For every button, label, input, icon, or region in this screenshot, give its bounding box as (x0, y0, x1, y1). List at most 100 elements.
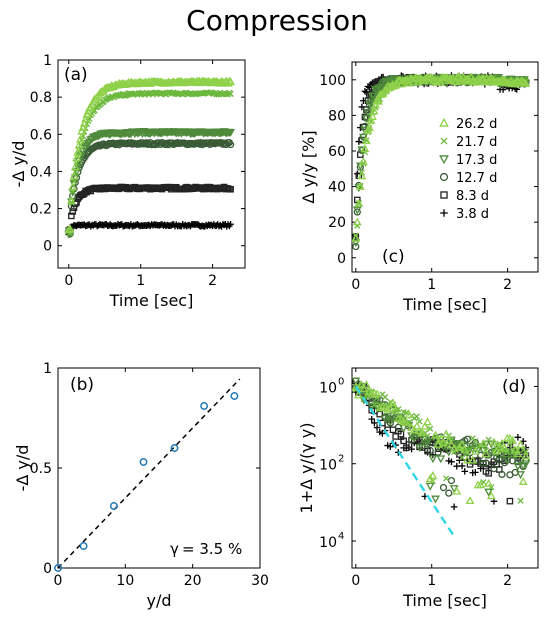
data-point (66, 198, 76, 207)
figure-title: Compression (186, 4, 368, 37)
y-tick-label: 0.4 (30, 164, 52, 180)
data-point (491, 77, 500, 86)
panel-b-frame (57, 367, 261, 569)
data-point (385, 417, 395, 426)
data-point (373, 424, 381, 431)
data-point (65, 224, 75, 233)
data-point (54, 564, 62, 572)
data-point (366, 99, 376, 108)
data-point (436, 455, 446, 464)
gamma-annotation: = 3.5 % (182, 540, 242, 558)
data-point (466, 446, 474, 453)
y-tick-label: 1 (43, 53, 52, 69)
data-point (352, 206, 362, 215)
data-point (200, 402, 209, 410)
data-point (516, 76, 526, 85)
x-tick-label: 2 (503, 573, 512, 589)
data-point (69, 171, 79, 180)
data-point (361, 87, 369, 95)
data-point (74, 140, 84, 149)
y-tick-label: 10 (319, 380, 337, 396)
data-point (447, 476, 456, 485)
data-point (406, 73, 415, 82)
data-point (461, 468, 469, 475)
data-point (506, 497, 514, 505)
data-point (78, 122, 88, 131)
data-point (476, 480, 486, 489)
data-point (109, 502, 118, 510)
data-point (76, 134, 85, 143)
panel-a-frame (57, 59, 246, 269)
data-point (403, 409, 410, 416)
data-point (428, 471, 438, 480)
data-point (365, 100, 374, 109)
data-point (81, 114, 91, 123)
y-tick-label: 60 (328, 144, 346, 160)
y-tick-label: 40 (328, 180, 346, 196)
data-point (381, 394, 389, 401)
data-point (439, 438, 448, 447)
data-point (377, 89, 387, 98)
legend-label: 12.7 d (456, 171, 497, 186)
data-point (508, 435, 517, 444)
data-point (365, 122, 374, 131)
data-point (412, 421, 422, 430)
data-point (388, 398, 398, 407)
data-point (392, 433, 399, 440)
legend-label: 21.7 d (456, 135, 497, 150)
data-point (372, 95, 382, 104)
data-point (358, 133, 368, 142)
data-point (423, 417, 432, 426)
data-point (415, 444, 424, 453)
data-point (427, 425, 434, 432)
data-point (77, 126, 87, 135)
x-tick-label: 1 (427, 573, 436, 589)
data-point (391, 406, 401, 415)
x-tick-label: 2 (503, 277, 512, 293)
data-point (366, 115, 376, 124)
data-point (70, 178, 78, 185)
data-point (481, 449, 491, 458)
x-tick-label: 0 (64, 273, 73, 289)
data-point (374, 96, 383, 105)
data-point (485, 436, 492, 443)
data-point (452, 439, 462, 448)
panel-label-c: (c) (382, 247, 405, 267)
data-point (410, 74, 420, 83)
data-point (354, 222, 361, 229)
y-tick-label: 10 (319, 535, 337, 551)
data-point (417, 428, 427, 437)
x-tick-label: 0 (351, 277, 360, 293)
y-tick-exponent: 2 (338, 454, 344, 465)
data-point (444, 448, 454, 457)
data-point (227, 220, 234, 228)
data-point (439, 117, 449, 127)
data-point (486, 440, 496, 449)
data-point (517, 497, 524, 504)
data-point (372, 389, 382, 398)
data-point (66, 195, 76, 204)
data-point (510, 445, 520, 454)
data-point (440, 191, 448, 199)
data-point (226, 140, 235, 149)
data-point (465, 496, 475, 505)
data-point (485, 470, 492, 477)
data-point (448, 458, 455, 466)
data-point (426, 446, 434, 455)
data-point (521, 451, 531, 460)
data-point (409, 425, 419, 434)
data-point (420, 421, 430, 430)
data-point (361, 149, 369, 156)
data-point (518, 477, 528, 485)
data-point (498, 470, 506, 479)
data-point (392, 79, 402, 88)
panel-a: 0 1 2 0 0.2 0.4 0.6 0.8 1 Time [sec] -Δ y/d (a) (9, 53, 246, 310)
fit-line (354, 385, 456, 538)
data-point (364, 387, 374, 396)
data-point (385, 404, 395, 413)
data-point (387, 443, 394, 450)
data-point (463, 435, 472, 443)
data-point (521, 79, 531, 87)
data-point (362, 136, 371, 145)
